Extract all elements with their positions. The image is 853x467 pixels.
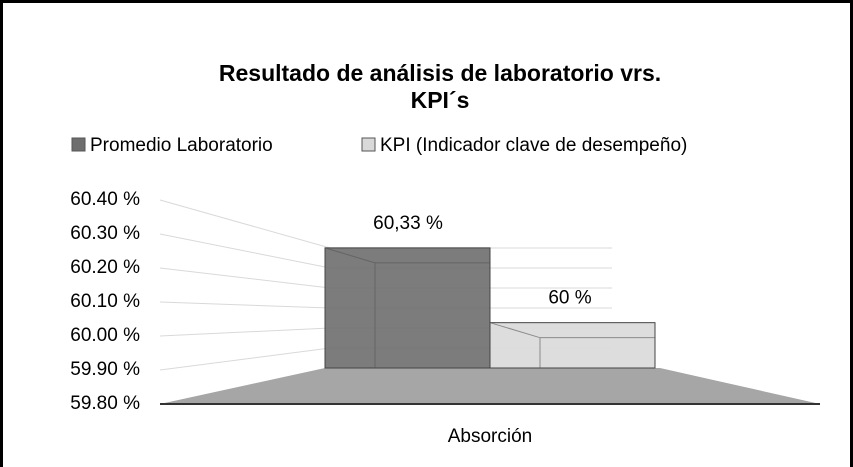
y-tick-label: 60.10 % xyxy=(70,291,140,312)
bar xyxy=(324,247,491,369)
legend-swatch xyxy=(361,137,376,152)
y-tick-label: 59.80 % xyxy=(70,393,140,414)
bar xyxy=(489,322,656,369)
data-label: 60 % xyxy=(548,288,591,309)
legend-label: Promedio Laboratorio xyxy=(90,135,273,156)
floor xyxy=(160,368,820,404)
bar-depth xyxy=(324,247,490,368)
legend-label: KPI (Indicador clave de desempeño) xyxy=(380,135,687,156)
bar-depth xyxy=(489,322,655,368)
y-tick-label: 60.00 % xyxy=(70,325,140,346)
y-tick-label: 60.30 % xyxy=(70,223,140,244)
y-tick-label: 60.20 % xyxy=(70,257,140,278)
data-label: 60,33 % xyxy=(373,213,443,234)
x-tick-label: Absorción xyxy=(448,426,533,447)
chart-title: KPI´s xyxy=(411,87,470,113)
y-tick-label: 60.40 % xyxy=(70,189,140,210)
legend-swatch xyxy=(71,137,86,152)
y-tick-label: 59.90 % xyxy=(70,359,140,380)
chart-title: Resultado de análisis de laboratorio vrs… xyxy=(219,60,661,86)
